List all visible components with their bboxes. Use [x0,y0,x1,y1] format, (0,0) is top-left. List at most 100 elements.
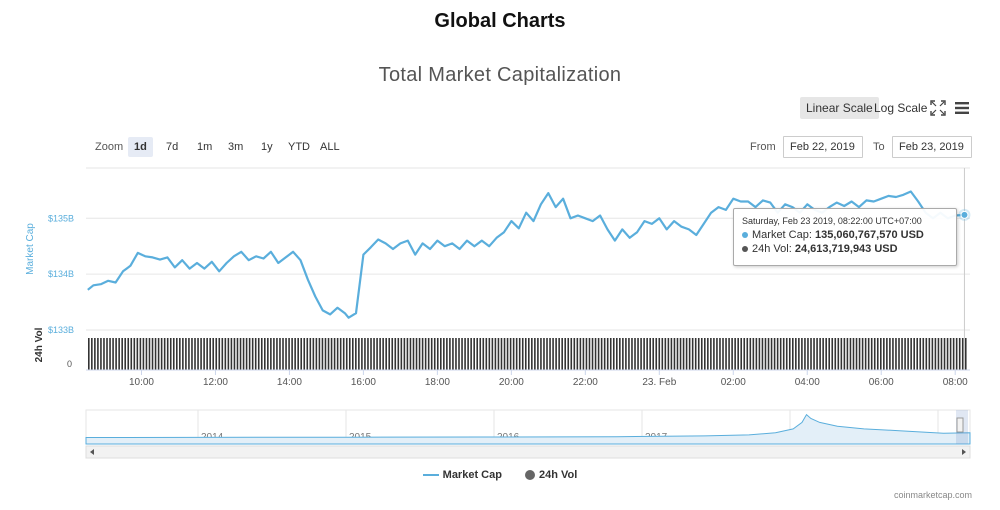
vol-bar [861,338,864,370]
navigator-series [85,413,971,445]
zoom-7d-button[interactable]: 7d [166,141,179,153]
to-date-input[interactable]: Feb 23, 2019 [892,136,972,158]
tooltip-vol-row: 24h Vol: 24,613,719,943 USD [742,243,898,255]
legend: Market Cap 24h Vol [0,469,1000,481]
vol-bar [512,338,515,370]
linear-scale-button[interactable]: Linear Scale [800,97,879,119]
vol-bar [121,338,123,370]
vol-bar [276,338,278,370]
vol-bar [600,338,603,370]
vol-bar [370,338,372,370]
vol-bar [415,338,418,370]
vol-bar [594,338,597,370]
x-tick-label: 16:00 [351,377,376,388]
vol-bar [949,338,952,370]
vol-bar [452,338,454,370]
vol-bar [118,338,120,370]
vol-bar [731,338,733,370]
vol-bar [154,338,157,370]
vol-bar [245,338,248,370]
zoom-3m-button[interactable]: 3m [228,141,244,153]
vol-bar [925,338,928,370]
vol-bar [682,338,685,370]
y-tick-label: $133B [48,325,74,335]
vol-bar [479,338,482,370]
legend-item-vol[interactable]: 24h Vol [525,469,577,481]
menu-icon[interactable] [954,100,970,116]
vol-bar [570,338,573,370]
vol-bar [895,338,897,370]
vol-bar [248,338,251,370]
vol-bar [267,338,269,370]
vol-bar [788,338,791,370]
legend-item-mcap[interactable]: Market Cap [422,469,502,481]
vol-bar [691,338,694,370]
vol-bar [807,338,809,370]
vol-bar [506,338,509,370]
vol-bar [919,338,922,370]
vol-bar [242,338,245,370]
zoom-ytd-button[interactable]: YTD [288,141,310,153]
vol-bar [160,338,163,370]
vol-bar [482,338,485,370]
vol-bar [188,338,190,370]
log-scale-button[interactable]: Log Scale [874,101,928,115]
vol-bar [397,338,400,370]
fullscreen-icon[interactable] [930,100,946,116]
mcap-dot-icon [742,232,748,239]
vol-bar [494,338,497,370]
vol-bar [382,338,384,370]
vol-bar [224,338,227,370]
vol-bar [488,338,491,370]
vol-bar [816,338,818,370]
vol-bar [831,338,834,370]
tooltip: Saturday, Feb 23 2019, 08:22:00 UTC+07:0… [733,208,957,266]
vol-bar [251,338,254,370]
zoom-1m-button[interactable]: 1m [197,141,213,153]
vol-bar [330,338,333,370]
vol-bar [273,338,275,370]
vol-bar [631,338,633,370]
vol-bar [752,338,755,370]
vol-axis-title: 24h Vol [34,327,45,362]
vol-bar [892,338,894,370]
vol-bar [391,338,394,370]
vol-bar [534,338,536,370]
scrollbar-track[interactable] [85,445,971,459]
vol-bar [810,338,812,370]
vol-bar [412,338,415,370]
vol-bar [300,338,303,370]
vol-bar [755,338,758,370]
vol-bar [676,338,679,370]
vol-bar [801,338,803,370]
vol-bar [673,338,676,370]
vol-bar [297,338,299,370]
vol-bar [212,338,215,370]
legend-vol-label: 24h Vol [539,469,578,482]
navigator-handle[interactable] [956,417,964,433]
scroll-right-icon[interactable] [962,449,966,455]
vol-bar [707,338,709,370]
vol-bar [880,338,882,370]
vol-bar [306,338,309,370]
vol-bar [552,338,554,370]
vol-bar [864,338,867,370]
vol-bar [130,338,133,370]
vol-bar [685,338,688,370]
vol-bar [136,338,139,370]
zoom-1y-button[interactable]: 1y [261,141,273,153]
from-date-input[interactable]: Feb 22, 2019 [783,136,863,158]
vol-bar [221,338,224,370]
vol-dot-icon [742,246,748,253]
vol-bar [367,338,369,370]
zoom-all-button[interactable]: ALL [320,141,340,153]
vol-bar [591,338,594,370]
from-label: From [750,141,776,153]
zoom-1d-button[interactable]: 1d [128,137,153,157]
scroll-left-icon[interactable] [90,449,94,455]
vol-bar [124,338,127,370]
vol-bar [834,338,837,370]
vol-bar [227,338,230,370]
credits-link[interactable]: coinmarketcap.com [893,490,972,500]
vol-bar [537,338,539,370]
